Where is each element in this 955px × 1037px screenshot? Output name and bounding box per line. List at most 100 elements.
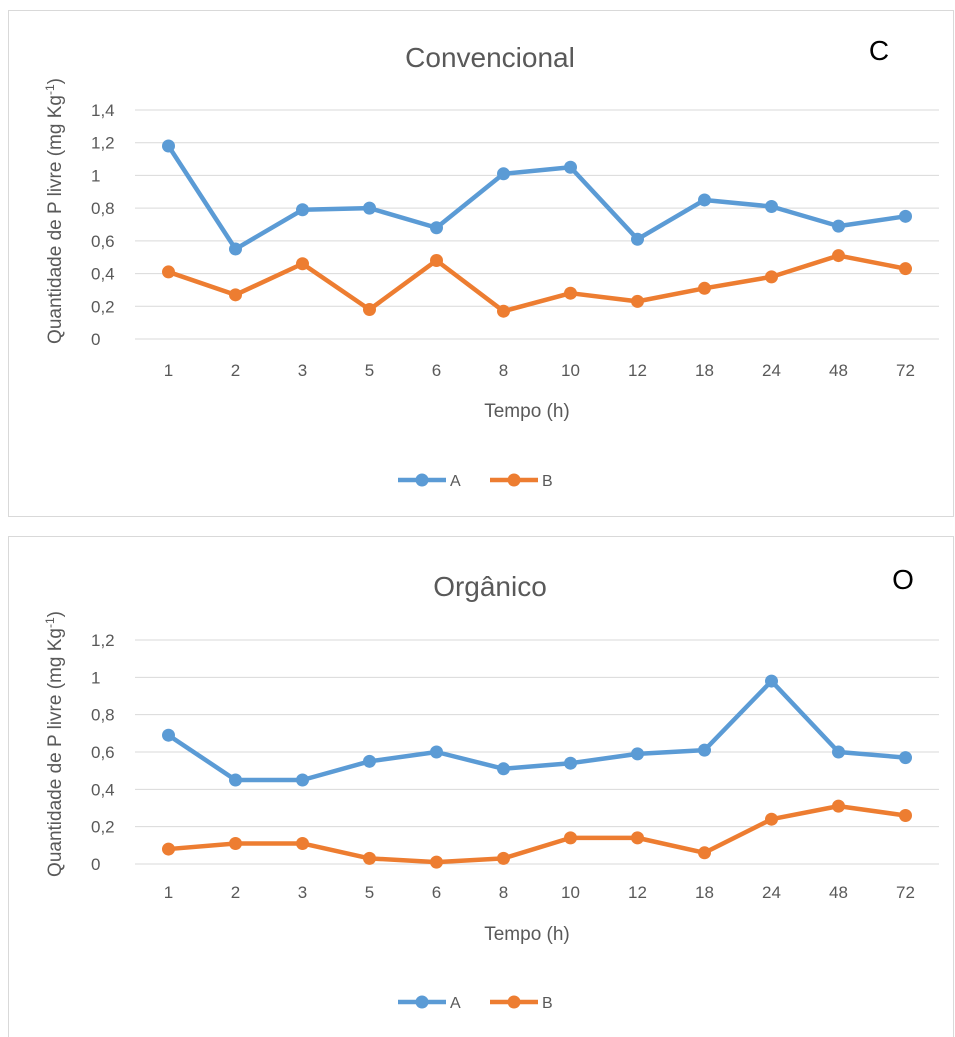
x-tick-label: 18 — [695, 361, 714, 380]
x-tick-label: 5 — [365, 883, 374, 902]
panel-tag: O — [892, 564, 914, 595]
x-tick-label: 6 — [432, 361, 441, 380]
chart-organico: Orgânico O00,20,40,60,811,21 2 3 5 6 8 10 12 18 24… — [43, 564, 939, 1012]
data-point-B — [698, 846, 711, 860]
y-axis-label: Quantidade de P livre (mg Kg-1) — [43, 78, 66, 344]
data-point-A — [229, 773, 242, 787]
x-tick-label: 8 — [499, 883, 508, 902]
data-point-B — [832, 799, 845, 813]
data-point-A — [296, 773, 309, 787]
data-point-A — [832, 219, 845, 233]
data-point-B — [765, 812, 778, 826]
x-tick-label: 48 — [829, 361, 848, 380]
data-point-B — [899, 262, 912, 276]
data-point-A — [698, 193, 711, 207]
x-tick-label: 72 — [896, 361, 915, 380]
legend-label-A: A — [450, 995, 461, 1012]
x-tick-label: 2 — [231, 883, 240, 902]
data-point-B — [631, 831, 644, 845]
legend-marker-A — [415, 995, 429, 1009]
x-axis-label: Tempo (h) — [484, 401, 570, 422]
data-point-A — [564, 756, 577, 770]
legend-label-B: B — [542, 995, 553, 1012]
data-point-A — [296, 203, 309, 217]
series-line-B — [166, 803, 908, 865]
x-tick-label: 1 — [164, 883, 173, 902]
panel-tag: C — [869, 35, 889, 66]
x-tick-label: 48 — [829, 883, 848, 902]
data-point-A — [631, 747, 644, 761]
data-point-B — [363, 851, 376, 865]
y-tick-label: 0,6 — [91, 232, 115, 251]
series-line-A — [166, 143, 908, 252]
data-point-B — [564, 831, 577, 845]
y-tick-label: 0,8 — [91, 706, 115, 725]
y-tick-label: 1,2 — [91, 631, 115, 650]
x-tick-label: 10 — [561, 883, 580, 902]
y-tick-label: 0,2 — [91, 818, 115, 837]
data-point-A — [363, 754, 376, 768]
y-tick-label: 1 — [91, 668, 100, 687]
data-point-A — [631, 232, 644, 246]
x-tick-label: 18 — [695, 883, 714, 902]
data-point-A — [162, 139, 175, 153]
data-point-A — [698, 743, 711, 757]
data-point-A — [564, 160, 577, 174]
data-point-B — [162, 842, 175, 856]
data-point-A — [497, 762, 510, 776]
series-line-B — [166, 253, 908, 314]
y-tick-label: 1 — [91, 166, 100, 185]
data-point-B — [765, 270, 778, 284]
chart-panel-convencional: Convencional C 0 0,2 0,4 0,6 0,8 1 1,2 1,4 1 2 3 5 6 8 1… — [8, 10, 954, 517]
chart-title: Convencional — [405, 42, 575, 73]
data-point-B — [296, 257, 309, 271]
x-axis-label: Tempo (h) — [484, 924, 570, 945]
x-tick-label: 12 — [628, 883, 647, 902]
y-tick-label: 0,6 — [91, 743, 115, 762]
series-line-A — [166, 678, 908, 783]
data-point-A — [899, 751, 912, 765]
data-point-A — [765, 674, 778, 688]
data-point-A — [497, 167, 510, 181]
x-tick-label: 2 — [231, 361, 240, 380]
y-axis-label: Quantidade de P livre (mg Kg-1) — [43, 611, 66, 877]
legend-marker-B — [507, 473, 521, 487]
data-point-B — [363, 303, 376, 317]
y-tick-label: 1,2 — [91, 134, 115, 153]
x-tick-label: 10 — [561, 361, 580, 380]
y-tick-label: 0,8 — [91, 199, 115, 218]
x-tick-label: 24 — [762, 883, 781, 902]
data-point-A — [430, 745, 443, 759]
data-point-B — [631, 294, 644, 308]
y-tick-label: 0,2 — [91, 297, 115, 316]
data-point-A — [899, 209, 912, 223]
data-point-B — [229, 836, 242, 850]
legend-label-B: B — [542, 473, 553, 490]
x-tick-label: 3 — [298, 361, 307, 380]
legend-label-A: A — [450, 473, 461, 490]
x-tick-label: 1 — [164, 361, 173, 380]
data-point-B — [497, 851, 510, 865]
y-tick-label: 0,4 — [91, 780, 115, 799]
chart-panel-organico: Orgânico O 0 0,2 0,4 0,6 0,8 1 1,2 1 2 3 5 6 8 10 12 18 24… — [8, 536, 954, 1037]
data-point-B — [698, 281, 711, 295]
y-tick-label: 1,4 — [91, 101, 115, 120]
data-point-B — [564, 286, 577, 300]
data-point-A — [765, 200, 778, 214]
data-point-A — [229, 242, 242, 256]
x-tick-label: 5 — [365, 361, 374, 380]
data-point-A — [430, 221, 443, 235]
legend-marker-A — [415, 473, 429, 487]
data-point-B — [430, 855, 443, 869]
legend-marker-B — [507, 995, 521, 1009]
x-tick-label: 12 — [628, 361, 647, 380]
data-point-B — [497, 304, 510, 318]
data-point-B — [162, 265, 175, 279]
chart-convencional: Convencional C00,20,40,60,811,21,41 2 3 5 6 8 1… — [43, 35, 939, 490]
x-tick-label: 6 — [432, 883, 441, 902]
data-point-A — [832, 745, 845, 759]
x-tick-label: 24 — [762, 361, 781, 380]
data-point-A — [162, 728, 175, 742]
